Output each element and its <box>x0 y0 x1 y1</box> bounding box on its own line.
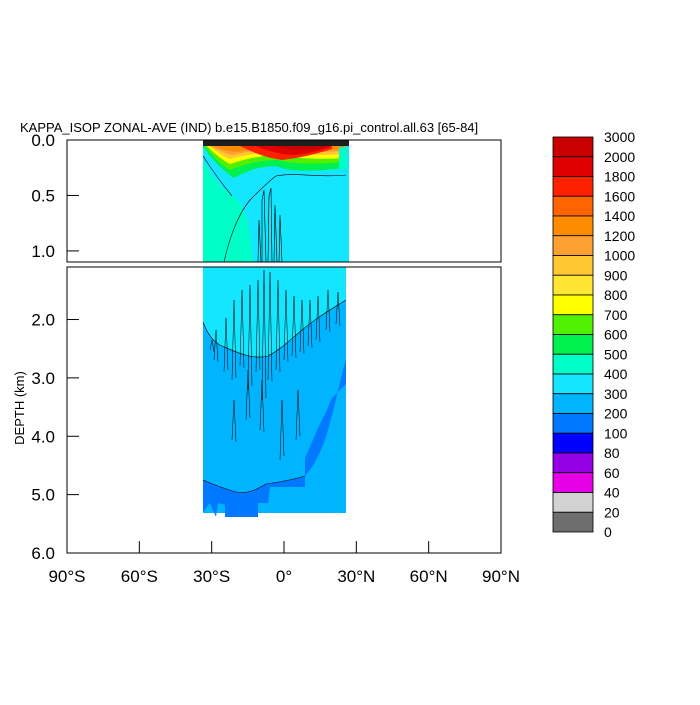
colorbar-label: 700 <box>604 307 628 323</box>
colorbar-label: 1600 <box>604 188 635 204</box>
upper-panel-frame <box>66 139 502 263</box>
x-tick-label: 60°N <box>410 567 448 586</box>
axes-layer: 90°S 60°S 30°S 0° 30°N 60°N 90°N 0.0 0.5 1.0 2.0 3.… <box>31 131 520 586</box>
y-tick-label-lower: 5.0 <box>31 486 55 505</box>
colorbar-label: 100 <box>604 425 628 441</box>
y-tick-label-upper: 0.5 <box>31 186 55 205</box>
colorbar-swatch <box>552 215 594 237</box>
y-tick-label-upper: 1.0 <box>31 242 55 261</box>
colorbar-label: 3000 <box>604 129 635 145</box>
upper-panel-field <box>202 140 349 262</box>
colorbar-label: 60 <box>604 465 620 481</box>
colorbar-label: 600 <box>604 327 628 343</box>
colorbar-label: 500 <box>604 346 628 362</box>
colorbar-swatch <box>552 176 594 197</box>
colorbar-label: 800 <box>604 287 628 303</box>
x-tick-label: 0° <box>276 567 292 586</box>
field-upper-surface-layer <box>203 140 349 146</box>
field-lower-400-region <box>203 267 346 358</box>
field-lower-contour-300 <box>202 299 347 358</box>
colorbar-swatch <box>552 156 594 177</box>
y-tick-label-lower: 3.0 <box>31 369 55 388</box>
colorbar-swatch <box>552 492 594 513</box>
field-lower-200-region <box>203 476 305 517</box>
y-tick-label-lower: 6.0 <box>31 544 55 563</box>
colorbar-swatch <box>552 393 594 414</box>
colorbar-label: 200 <box>604 406 628 422</box>
colorbar-swatch <box>552 314 594 335</box>
colorbar-label: 1800 <box>604 169 635 185</box>
colorbar-swatch <box>552 353 594 375</box>
chart-title: KAPPA_ISOP ZONAL-AVE (IND) b.e15.B1850.f… <box>20 120 478 135</box>
colorbar-label: 1200 <box>604 228 635 244</box>
colorbar-label: 300 <box>604 386 628 402</box>
x-tick-label: 90°N <box>482 567 520 586</box>
colorbar-swatch <box>552 334 594 355</box>
y-tick-label-upper: 0.0 <box>31 131 55 150</box>
field-lower-noise-lines <box>209 269 341 461</box>
colorbar-swatch <box>552 294 594 316</box>
colorbar-swatch <box>552 373 594 395</box>
field-upper-noise-lines <box>257 187 283 262</box>
x-tick-label: 30°N <box>337 567 375 586</box>
field-upper-400-band <box>203 160 253 262</box>
colorbar-swatch <box>552 235 594 256</box>
lower-panel-field <box>202 267 347 517</box>
colorbar-swatch <box>552 511 594 533</box>
field-upper-east-edge <box>339 147 347 169</box>
colorbar-label: 80 <box>604 445 620 461</box>
colorbar-swatch <box>552 472 594 493</box>
field-upper-contour-line-a <box>223 174 347 262</box>
field-lower-200-east <box>305 310 346 476</box>
y-tick-label-lower: 2.0 <box>31 311 55 330</box>
colorbar-label: 0 <box>604 524 612 540</box>
field-lower-contour-deep <box>202 475 306 493</box>
x-tick-label: 30°S <box>193 567 230 586</box>
field-upper-contour-line-b <box>202 155 233 197</box>
colorbar-label: 900 <box>604 267 628 283</box>
x-tick-label: 90°S <box>48 567 85 586</box>
colorbar-swatch <box>552 255 594 276</box>
colorbar-label: 20 <box>604 504 620 520</box>
colorbar-label: 40 <box>604 485 620 501</box>
colorbar-swatch <box>552 136 594 158</box>
colorbar-label: 2000 <box>604 149 635 165</box>
colorbar-label: 1000 <box>604 248 635 264</box>
colorbar-swatch <box>552 274 594 296</box>
colorbar-label: 400 <box>604 366 628 382</box>
colorbar-swatch <box>552 432 594 454</box>
y-tick-label-lower: 4.0 <box>31 427 55 446</box>
field-upper-3000-band <box>274 146 328 151</box>
colorbar-swatch <box>552 195 594 217</box>
colorbar-swatch <box>552 413 594 434</box>
x-tick-label: 60°S <box>121 567 158 586</box>
colorbar: 3000200018001600140012001000900800700600… <box>552 129 635 540</box>
y-axis-label: DEPTH (km) <box>12 371 27 445</box>
colorbar-label: 1400 <box>604 208 635 224</box>
colorbar-swatch <box>552 452 594 474</box>
